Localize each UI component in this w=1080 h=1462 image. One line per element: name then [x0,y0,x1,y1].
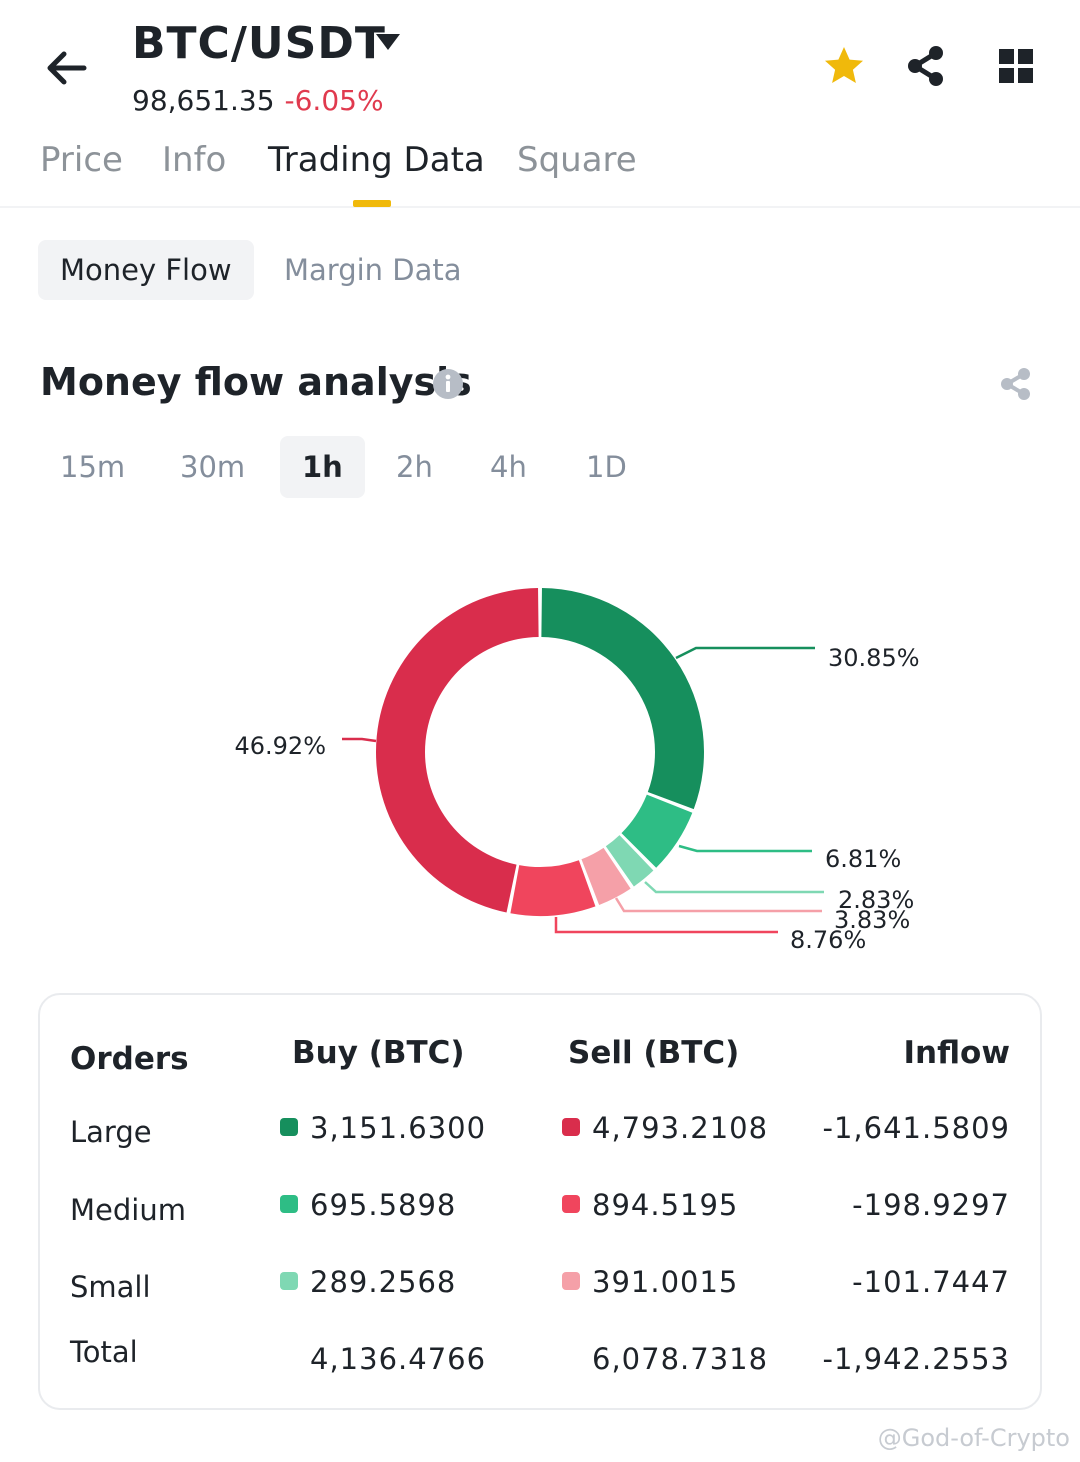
buy-color-swatch [280,1118,298,1136]
interval-30m[interactable]: 30m [180,450,246,484]
slice-leader-line [678,844,812,853]
large-inflow-value: -1,641.5809 [822,1111,1010,1145]
slice-percent-label: 30.85% [828,644,920,672]
header-inflow: Inflow [903,1035,1010,1071]
small-sell-value: 391.0015 [562,1265,738,1299]
donut-slice[interactable] [581,847,631,905]
subtab-margin-data[interactable]: Margin Data [284,253,462,287]
interval-1h[interactable]: 1h [280,436,365,498]
pair-title[interactable]: BTC/USDT [132,18,386,69]
header-orders: Orders [70,1041,189,1077]
total-buy-value: 4,136.4766 [310,1342,487,1376]
sell-color-swatch [562,1118,580,1136]
main-tabs: Price Info Trading Data Square [0,130,1080,208]
header-sell: Sell (BTC) [568,1035,740,1071]
slice-leader-line [342,737,377,743]
header: BTC/USDT 98,651.35 -6.05% [0,0,1080,130]
slice-percent-label: 6.81% [825,845,901,873]
money-flow-donut-chart: 30.85% 6.81% 2.83%3.83%8.76% 46.92% [234,588,920,954]
row-label-total: Total [70,1335,138,1369]
slice-leader-line [554,917,778,934]
row-label-large: Large [70,1115,152,1149]
slice-leader-line [644,881,824,894]
row-label-small: Small [70,1270,151,1304]
buy-color-swatch [280,1272,298,1290]
slice-percent-label: 3.83% [834,906,910,934]
watermark: @God-of-Crypto [877,1424,1070,1452]
caret-down-icon[interactable] [374,32,402,54]
interval-selector: 15m 30m 1h 2h 4h 1D [0,436,1080,498]
share-icon [908,46,943,86]
slice-percent-label: 8.76% [790,926,866,954]
star-icon [825,47,863,83]
section-share-icon[interactable] [998,366,1034,402]
large-buy-value: 3,151.6300 [280,1111,486,1145]
favorite-button[interactable] [816,38,872,94]
back-arrow-icon [47,51,87,85]
section-title: Money flow analysis [40,360,472,404]
header-buy: Buy (BTC) [292,1035,465,1071]
donut-slice[interactable] [605,835,654,887]
share-button[interactable] [898,38,954,94]
medium-inflow-value: -198.9297 [852,1188,1010,1222]
tab-price[interactable]: Price [40,140,123,180]
grid-menu-button[interactable] [988,38,1044,94]
price-line: 98,651.35 -6.05% [132,84,384,117]
sell-color-swatch [562,1272,580,1290]
price-change: -6.05% [284,84,384,117]
interval-4h[interactable]: 4h [490,450,527,484]
slice-leader-line [675,646,815,660]
buy-color-swatch [280,1195,298,1213]
subtab-money-flow[interactable]: Money Flow [38,240,254,300]
interval-1d[interactable]: 1D [586,450,627,484]
total-sell-value: 6,078.7318 [592,1342,769,1376]
donut-slice[interactable] [621,794,693,868]
active-tab-indicator [353,200,391,207]
money-flow-table: Orders Buy (BTC) Sell (BTC) Inflow Large… [38,993,1042,1410]
small-inflow-value: -101.7447 [852,1265,1010,1299]
donut-slice[interactable] [376,588,539,913]
total-inflow-value: -1,942.2553 [822,1342,1010,1376]
grid-icon [999,49,1033,83]
interval-15m[interactable]: 15m [60,450,126,484]
medium-sell-value: 894.5195 [562,1188,738,1222]
tab-square[interactable]: Square [517,140,637,180]
tab-trading-data[interactable]: Trading Data [268,140,485,180]
tab-info[interactable]: Info [162,140,227,180]
last-price: 98,651.35 [132,84,275,117]
slice-percent-label: 2.83% [838,886,914,914]
row-label-medium: Medium [70,1193,186,1227]
slice-percent-label: 46.92% [234,732,326,760]
sell-color-swatch [562,1195,580,1213]
large-sell-value: 4,793.2108 [562,1111,768,1145]
back-button[interactable] [38,40,94,96]
small-buy-value: 289.2568 [280,1265,456,1299]
donut-slice[interactable] [510,860,596,916]
medium-buy-value: 695.5898 [280,1188,456,1222]
slice-leader-line [614,897,822,913]
info-icon[interactable] [432,368,464,400]
interval-2h[interactable]: 2h [396,450,433,484]
donut-slice[interactable] [541,588,704,810]
